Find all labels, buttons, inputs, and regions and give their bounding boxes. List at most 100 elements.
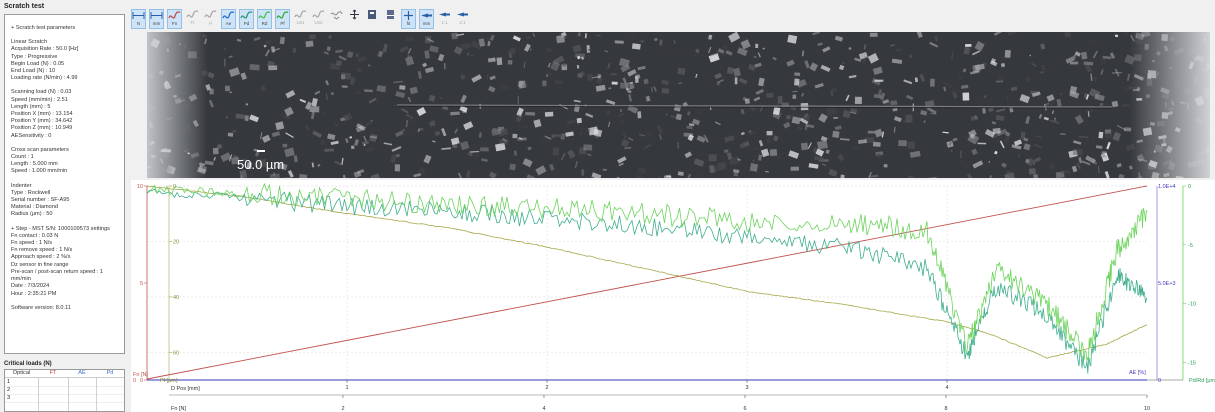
curve-us1-button[interactable]: Us1 xyxy=(293,9,308,29)
param-spacer xyxy=(11,176,124,183)
pf-tick-label: 60 xyxy=(173,350,179,356)
toolbar-button-label: Us2 xyxy=(314,20,323,25)
toolbar-button-label: Us1 xyxy=(296,20,305,25)
toolbar-button-label: Pf xyxy=(280,21,285,26)
param-line: AESensitivity : 0 xyxy=(11,132,52,139)
param-line: Speed : 1.000 mm/min xyxy=(11,168,68,175)
curve-rd-icon xyxy=(258,11,271,19)
fn-x-tick-label: 10 xyxy=(1144,406,1150,412)
fit-n-button[interactable]: N xyxy=(131,9,146,29)
micrograph-texture xyxy=(147,32,1210,178)
critical-column-divider xyxy=(96,378,97,411)
param-line: Material : Diamond xyxy=(11,204,58,211)
magnify-1-button[interactable]: 1:1 xyxy=(437,9,452,29)
param-line: Type : Rockwell xyxy=(11,189,51,196)
param-line: Length (mm) : 5 xyxy=(11,103,51,110)
fn-axis-title: Fn [N] xyxy=(133,372,148,378)
param-line: Loading rate (N/min) : 4.99 xyxy=(11,75,78,82)
param-spacer xyxy=(11,140,124,147)
curve-mu-icon xyxy=(204,10,217,18)
critical-row[interactable]: 2 xyxy=(5,387,124,395)
curve-us1-icon xyxy=(294,10,307,18)
critical-column-divider xyxy=(38,378,39,411)
scratch-graph[interactable]: 0 5 10 0 20 40 60 0 5.0E+3 1.0E+4 0 -5 -10 -15 1 2 3 4 2 4 6… xyxy=(131,180,1215,412)
fn-x-tick-label: 4 xyxy=(542,406,545,412)
fn-series-line xyxy=(146,185,1148,380)
curve-dropdown-button[interactable] xyxy=(329,9,344,29)
pf-series-line xyxy=(146,185,1148,359)
dpos-tick-label: 1 xyxy=(345,385,348,391)
toolbar-button-label: mm xyxy=(152,21,161,26)
critical-header-pd[interactable]: Pd xyxy=(106,370,114,376)
critical-header-ae[interactable]: AE xyxy=(78,370,86,376)
move-icon xyxy=(350,9,359,20)
param-line: Begin Load (N) : 0.05 xyxy=(11,60,65,67)
fn-x-tick-label: 8 xyxy=(944,406,947,412)
pf-tick-label: 40 xyxy=(173,295,179,301)
curve-fn-button[interactable]: Fn xyxy=(167,9,182,29)
magnify-1-icon xyxy=(439,12,450,17)
param-line: Software version: 8.0.11 xyxy=(11,304,71,311)
curve-pd-icon xyxy=(240,11,253,19)
scratch-micrograph[interactable]: 50.0 µm xyxy=(147,32,1210,178)
panel-title: Scratch test xyxy=(4,3,45,10)
ae-tick-label: 1.0E+4 xyxy=(1158,184,1176,190)
pf-tick-label: 20 xyxy=(173,239,179,245)
curve-pf-button[interactable]: Pf xyxy=(275,9,290,29)
param-line[interactable]: + Scratch test parameters xyxy=(11,25,76,31)
pd-series-line xyxy=(146,188,1148,374)
scratch-parameters-box[interactable]: + Scratch test parameters Linear Scratch A… xyxy=(4,14,125,354)
curve-mu-button[interactable]: µ xyxy=(203,9,218,29)
layout-button[interactable] xyxy=(383,9,398,29)
critical-row[interactable]: 3 xyxy=(5,395,124,403)
fn-tick-label: 0 xyxy=(140,378,143,384)
param-line: Length : 5.000 mm xyxy=(11,161,58,168)
fn-axis-zero: 0 xyxy=(133,378,136,384)
toolbar-button-label: Rd xyxy=(261,21,268,26)
ae-tick-label: 0 xyxy=(1158,378,1161,384)
curve-rd-button[interactable]: Rd xyxy=(257,9,272,29)
parameters-sidebar: Scratch test + Scratch test parameters Li… xyxy=(0,0,127,412)
fit-mm-button[interactable]: mm xyxy=(149,9,164,29)
param-line: Position X (mm) : 13.154 xyxy=(11,111,73,118)
curve-us2-icon xyxy=(312,10,325,18)
export-icon xyxy=(368,10,376,19)
param-line: Pre-scan / post-scan return speed : 1 xyxy=(11,268,104,275)
magnify-button[interactable]: mm xyxy=(419,9,434,29)
fn-x-tick-label: 2 xyxy=(341,406,344,412)
layout-icon xyxy=(387,10,394,19)
zoom-fit-button[interactable]: fit xyxy=(401,9,416,29)
dpos-tick-label: 3 xyxy=(745,385,748,391)
dpos-tick-label: 4 xyxy=(945,385,948,391)
param-line[interactable]: + Step - MST S/N: 1000109573 settings xyxy=(11,225,110,232)
curve-ft-button[interactable]: Ft xyxy=(185,9,200,29)
param-line: mm/min xyxy=(11,276,31,283)
param-line: End Load (N) : 10 xyxy=(11,68,56,75)
export-button[interactable] xyxy=(365,9,380,29)
param-spacer xyxy=(11,298,124,305)
param-line: Acquisition Rate : 50.0 [Hz] xyxy=(11,46,79,53)
param-line: Position Z (mm) : 10.949 xyxy=(11,125,73,132)
fit-n-icon xyxy=(132,12,145,19)
move-button[interactable] xyxy=(347,9,362,29)
param-line: Type : Progressive xyxy=(11,53,58,60)
critical-header-optical[interactable]: Optical xyxy=(12,370,31,376)
rd-series-line xyxy=(147,182,1148,362)
pd-rd-tick-label: -5 xyxy=(1188,243,1193,249)
dpos-axis-title: D Pos [mm] xyxy=(171,386,200,392)
pd-rd-tick-label: -15 xyxy=(1188,360,1196,366)
magnify-2-button[interactable]: 2:1 xyxy=(455,9,470,29)
fn-tick-label: 10 xyxy=(137,184,143,190)
param-line: Approach speed : 2 %/s xyxy=(11,254,71,261)
critical-header-ft[interactable]: FT xyxy=(49,370,57,376)
curve-ae-button[interactable]: Ae xyxy=(221,9,236,29)
param-spacer xyxy=(11,32,124,39)
critical-row[interactable]: 1 xyxy=(5,379,124,387)
magnify-2-icon xyxy=(457,12,468,17)
curve-pd-button[interactable]: Pd xyxy=(239,9,254,29)
toolbar-button-label: fit xyxy=(406,21,411,26)
curve-us2-button[interactable]: Us2 xyxy=(311,9,326,29)
